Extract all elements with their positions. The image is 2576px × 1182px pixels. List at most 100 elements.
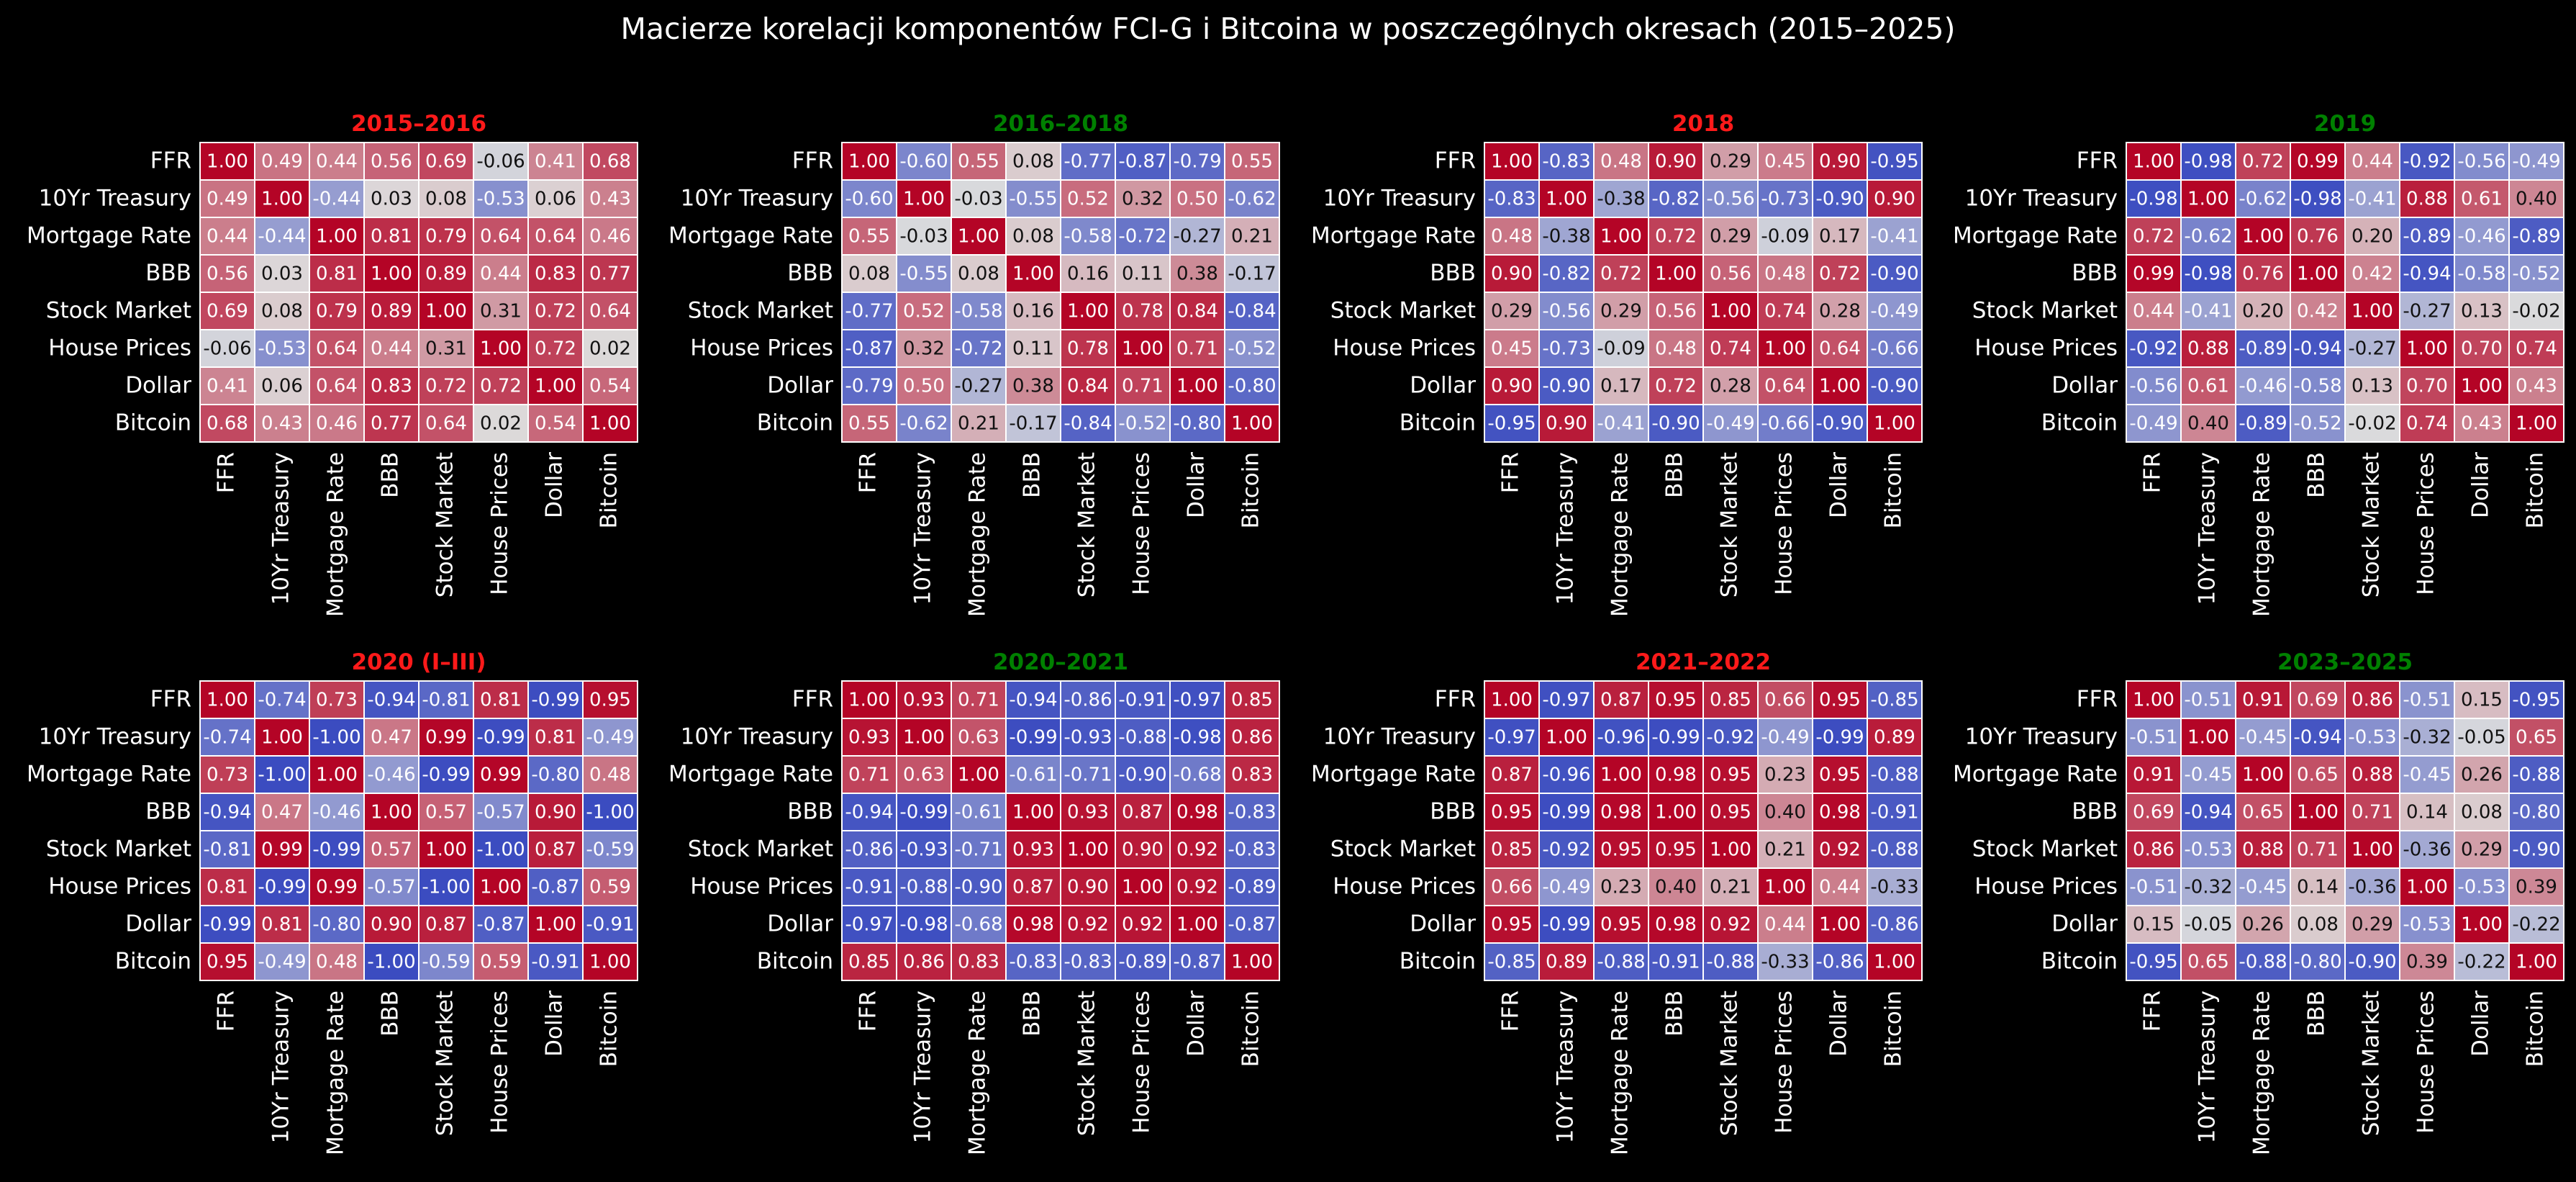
cell-label: -0.27 — [954, 376, 1002, 397]
x-tick-label: Dollar — [1184, 452, 1210, 518]
y-tick-label: House Prices — [690, 874, 833, 900]
x-tick-label: Bitcoin — [1238, 452, 1264, 528]
cell-label: -0.74 — [258, 690, 306, 711]
cell-label: -0.80 — [1228, 376, 1276, 397]
heatmap-cell — [199, 404, 255, 443]
cell-label: 1.00 — [2242, 226, 2284, 248]
heatmap-cell — [418, 942, 474, 981]
cell-label: -0.90 — [2512, 839, 2560, 861]
cell-label: 0.98 — [1655, 914, 1697, 936]
cell-label: 0.87 — [1122, 802, 1164, 824]
cell-label: -0.05 — [2184, 914, 2232, 936]
cell-label: 0.59 — [589, 877, 631, 898]
heatmap-cell — [2508, 942, 2564, 981]
cell-label: 1.00 — [1546, 189, 1587, 210]
heatmap-cell — [1812, 366, 1868, 405]
heatmap-cell — [1060, 942, 1116, 981]
cell-label: -0.91 — [1118, 690, 1166, 711]
heatmap-cell — [2126, 830, 2182, 869]
cell-label: 0.02 — [589, 338, 631, 360]
cell-label: -0.33 — [1870, 877, 1918, 898]
heatmap-cell — [363, 867, 419, 906]
heatmap-cell — [582, 217, 638, 256]
cell-label: 0.98 — [1600, 802, 1642, 824]
heatmap-cell — [2508, 404, 2564, 443]
cell-label: 0.69 — [207, 301, 248, 322]
cell-label: 0.90 — [1491, 263, 1533, 285]
cell-label: 1.00 — [425, 301, 467, 322]
y-tick-label: FFR — [150, 687, 191, 713]
cell-label: -0.90 — [1870, 263, 1918, 285]
heatmap-cell — [2508, 718, 2564, 757]
cell-label: 0.21 — [1231, 226, 1273, 248]
cell-label: -0.99 — [1009, 727, 1057, 749]
cell-label: 0.92 — [1122, 914, 1164, 936]
heatmap-cell — [2180, 179, 2236, 218]
cell-label: 0.87 — [425, 914, 467, 936]
cell-label: -0.49 — [1870, 301, 1918, 322]
heatmap-cell — [1005, 718, 1061, 757]
cell-label: 0.43 — [589, 189, 631, 210]
cell-label: 0.54 — [589, 376, 631, 397]
cell-label: -0.57 — [367, 877, 415, 898]
heatmap-cell — [1757, 404, 1813, 443]
heatmap-cell — [1005, 905, 1061, 944]
heatmap-cell — [199, 142, 255, 181]
heatmap-cell — [2180, 680, 2236, 719]
heatmap-cell — [1224, 793, 1280, 831]
heatmap-cell — [582, 329, 638, 368]
x-tick-label: Bitcoin — [1238, 991, 1264, 1067]
heatmap-cell — [1867, 718, 1923, 757]
cell-label: 0.52 — [1067, 189, 1109, 210]
y-tick-label: Mortgage Rate — [1311, 762, 1476, 788]
cell-label: -0.90 — [1651, 413, 1700, 435]
cell-label: 0.64 — [316, 338, 358, 360]
heatmap-cell — [527, 830, 584, 869]
cell-label: -1.00 — [422, 877, 470, 898]
cell-label: -0.49 — [1542, 877, 1590, 898]
heatmap-cell — [309, 404, 365, 443]
heatmap-cell — [1169, 217, 1225, 256]
y-tick-label: 10Yr Treasury — [681, 724, 833, 750]
cell-label: 0.85 — [1491, 839, 1533, 861]
cell-label: -0.80 — [2293, 952, 2341, 973]
y-tick-label: FFR — [2077, 687, 2118, 713]
cell-label: 0.70 — [2406, 376, 2448, 397]
cell-label: 1.00 — [1819, 376, 1861, 397]
cell-label: -0.41 — [2348, 189, 2396, 210]
cell-label: 0.81 — [371, 226, 412, 248]
heatmap-panel-4: 2019 1.00 -0.98 0.72 0.99 0.44 -0.92 -0.56 -0.49… — [1953, 111, 2564, 617]
heatmap-cell — [309, 329, 365, 368]
cell-label: 0.44 — [316, 151, 358, 173]
y-tick-label: Stock Market — [1330, 298, 1476, 324]
cell-label: -0.53 — [2184, 839, 2232, 861]
y-tick-label: Bitcoin — [757, 410, 833, 436]
cell-label: 0.44 — [207, 226, 248, 248]
cell-label: -0.22 — [2457, 952, 2505, 973]
heatmap-cell — [254, 142, 310, 181]
cell-label: -0.94 — [2184, 802, 2232, 824]
heatmap-cell — [2290, 179, 2346, 218]
cell-label: 0.69 — [2133, 802, 2174, 824]
cell-label: -0.95 — [1487, 413, 1536, 435]
panel-title: 2015–2016 — [351, 111, 486, 137]
heatmap-cell — [2290, 254, 2346, 293]
heatmap-cell — [2454, 718, 2510, 757]
y-tick-label: 10Yr Treasury — [39, 186, 191, 212]
cell-label: 0.49 — [261, 151, 303, 173]
heatmap-cell — [1060, 292, 1116, 330]
cell-label: 0.47 — [371, 727, 412, 749]
cell-label: -0.89 — [2239, 413, 2287, 435]
cell-label: 0.40 — [2516, 189, 2557, 210]
cell-label: -0.38 — [1597, 189, 1645, 210]
x-tick-label: 10Yr Treasury — [910, 452, 936, 605]
cell-label: -0.99 — [203, 914, 251, 936]
heatmap-cell — [1224, 830, 1280, 869]
heatmap-cell — [2508, 329, 2564, 368]
cell-label: 1.00 — [958, 226, 999, 248]
cell-label: 0.61 — [2461, 189, 2503, 210]
y-tick-label: Stock Market — [1972, 836, 2118, 862]
heatmap-cell — [1538, 942, 1595, 981]
cell-label: 1.00 — [480, 338, 522, 360]
